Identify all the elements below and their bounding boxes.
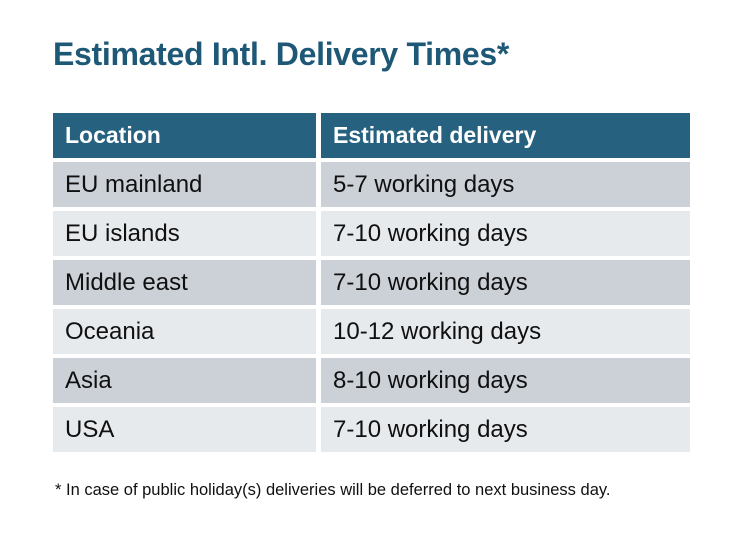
table-cell-delivery: 10-12 working days — [321, 309, 690, 354]
page-title: Estimated Intl. Delivery Times* — [53, 36, 510, 72]
table-cell-location: EU mainland — [53, 162, 316, 207]
table-cell-location: Asia — [53, 358, 316, 403]
table-cell-delivery: 8-10 working days — [321, 358, 690, 403]
column-header-estimated-delivery: Estimated delivery — [321, 113, 690, 158]
column-header-location: Location — [53, 113, 316, 158]
table-cell-delivery: 7-10 working days — [321, 211, 690, 256]
table-cell-location: EU islands — [53, 211, 316, 256]
table-cell-location: Oceania — [53, 309, 316, 354]
table-cell-location: Middle east — [53, 260, 316, 305]
table-cell-delivery: 5-7 working days — [321, 162, 690, 207]
delivery-times-table: Location Estimated delivery EU mainland … — [53, 113, 690, 452]
footnote: * In case of public holiday(s) deliverie… — [55, 481, 611, 499]
table-cell-delivery: 7-10 working days — [321, 407, 690, 452]
table-cell-delivery: 7-10 working days — [321, 260, 690, 305]
table-cell-location: USA — [53, 407, 316, 452]
